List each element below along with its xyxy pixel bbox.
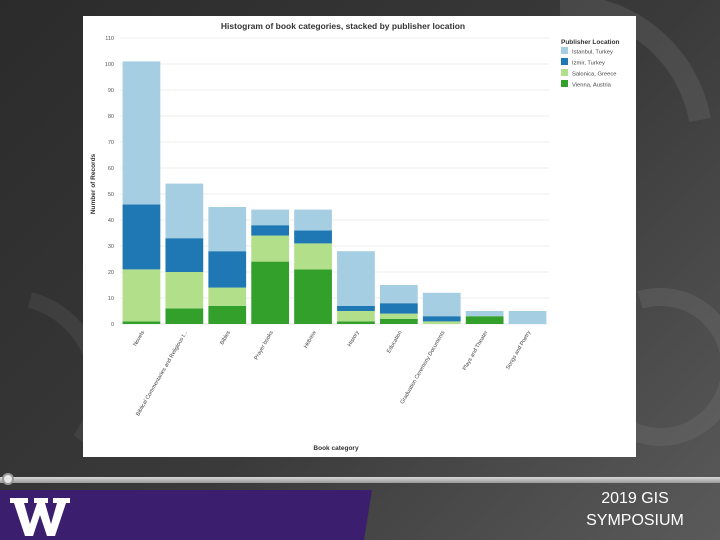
y-tick-label: 40 [108, 218, 114, 224]
bar-segment [379, 285, 418, 304]
x-tick-label: Plays and Theater [462, 330, 490, 372]
bar-segment [465, 311, 504, 317]
histogram-chart-panel: 0 10 20 30 40 50 60 70 80 90 100 110 Novels Biblical … [83, 16, 636, 457]
legend: Publisher Location Istanbul, Turkey Izmir… [561, 39, 620, 89]
bar-segment [251, 225, 290, 236]
x-tick-label: History [347, 330, 361, 348]
y-tick-label: 110 [105, 36, 114, 42]
x-tick-label: Songs and Poetry [505, 330, 532, 371]
legend-item: Istanbul, Turkey [572, 50, 613, 56]
y-tick-label: 30 [108, 244, 114, 250]
histogram-chart: 0 10 20 30 40 50 60 70 80 90 100 110 NovelsBiblical … [90, 21, 620, 452]
bar-segment [122, 204, 161, 270]
bar-segment [465, 316, 504, 324]
bar-segment [208, 305, 247, 324]
y-tick-label: 20 [108, 270, 114, 276]
bar-segment [165, 238, 204, 272]
y-tick-label: 80 [108, 114, 114, 120]
y-tick-label: 60 [108, 166, 114, 172]
x-tick-label: Prayer books [253, 330, 275, 361]
legend-swatch [561, 80, 568, 87]
bar-segment [379, 318, 418, 324]
bar-segment [294, 269, 332, 324]
bar-segment [208, 287, 247, 306]
y-axis-title: Number of Records [90, 153, 97, 214]
bar-segment [251, 235, 290, 262]
bar-segment [337, 311, 375, 322]
event-title-line2: SYMPOSIUM [586, 512, 684, 529]
x-tick-label: Novels [133, 330, 147, 348]
y-tick-label: 100 [105, 62, 114, 68]
bar-segment [165, 183, 204, 239]
y-tick-label: 70 [108, 140, 114, 146]
legend-swatch [561, 58, 568, 65]
bar-segment [337, 251, 375, 306]
legend-item: Vienna, Austria [572, 83, 612, 89]
y-tick-label: 0 [111, 322, 114, 328]
bar-segment [208, 207, 247, 252]
bar-segment [251, 209, 290, 226]
legend-swatch [561, 47, 568, 54]
x-tick-label: Education [386, 330, 403, 354]
bar-segment [294, 230, 332, 244]
legend-item: Salonica, Greece [572, 72, 616, 78]
bar-segment [208, 251, 247, 288]
divider-dot-icon [2, 473, 14, 485]
x-axis-title: Book category [313, 445, 359, 452]
x-tick-label: Graduation Ceremony Documents [400, 330, 447, 405]
footer-divider [0, 477, 720, 483]
uw-w-logo-icon [10, 498, 70, 536]
bar-segment [422, 316, 461, 322]
bar-segment [337, 305, 375, 311]
bar-segment [508, 311, 547, 324]
bar-segment [122, 269, 161, 322]
legend-title: Publisher Location [561, 39, 620, 46]
event-title-line1: 2019 GIS [601, 490, 669, 507]
bar-segment [379, 313, 418, 319]
bars [122, 61, 547, 324]
bar-segment [337, 321, 375, 324]
bar-segment [294, 243, 332, 270]
legend-item: Izmir, Turkey [572, 61, 605, 67]
x-tick-label: Bibles [219, 330, 232, 346]
y-tick-label: 50 [108, 192, 114, 198]
bar-segment [251, 261, 290, 324]
bar-segment [165, 308, 204, 324]
bar-segment [379, 303, 418, 314]
x-tick-label: Hebrew [303, 330, 318, 349]
bar-segment [122, 61, 161, 205]
y-tick-label: 10 [108, 296, 114, 302]
bar-segment [422, 292, 461, 317]
bar-segment [294, 209, 332, 231]
bar-segment [165, 272, 204, 309]
bar-segment [422, 321, 461, 324]
x-tick-label: Biblical Commentaries and Religious t... [135, 330, 189, 418]
legend-swatch [561, 69, 568, 76]
chart-title: Histogram of book categories, stacked by… [221, 21, 465, 31]
bar-segment [122, 321, 161, 324]
event-title: 2019 GIS SYMPOSIUM [560, 488, 710, 532]
y-tick-label: 90 [108, 88, 114, 94]
